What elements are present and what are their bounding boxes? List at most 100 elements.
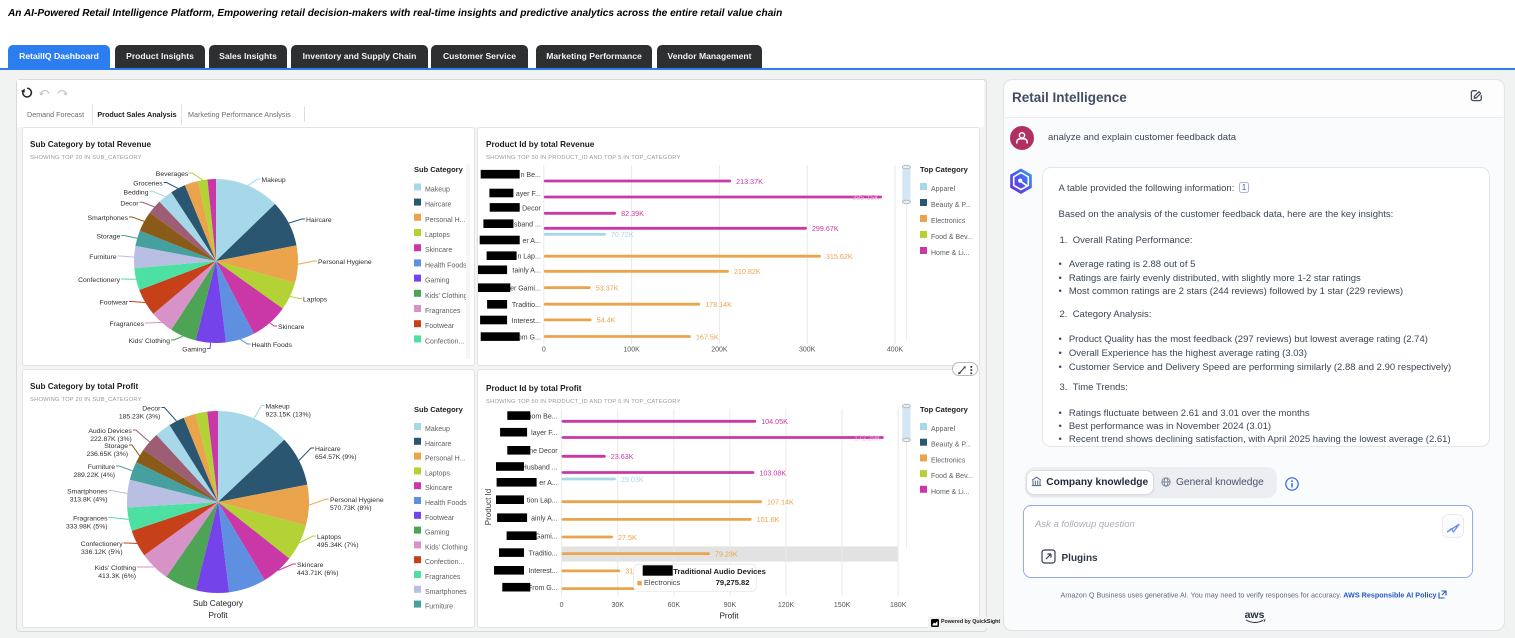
svg-text:210.82K: 210.82K <box>734 267 761 276</box>
svg-text:Sub Category: Sub Category <box>414 405 464 414</box>
svg-text:Apparel: Apparel <box>931 426 956 433</box>
svg-text:Interest...: Interest... <box>528 568 557 575</box>
svg-text:Personal Hygiene: Personal Hygiene <box>318 259 372 266</box>
svg-text:333.98K (5%): 333.98K (5%) <box>66 523 108 530</box>
svg-text:Storage: Storage <box>104 443 128 450</box>
svg-text:Electronics: Electronics <box>644 578 680 587</box>
svg-text:0: 0 <box>560 602 564 609</box>
svg-text:Product Id: Product Id <box>484 489 493 525</box>
svg-text:Gaming: Gaming <box>425 278 450 285</box>
svg-text:315.62K: 315.62K <box>826 252 853 261</box>
svg-text:Beauty & P...: Beauty & P... <box>931 442 971 449</box>
svg-text:400K: 400K <box>887 347 904 354</box>
svg-text:Fragrances: Fragrances <box>425 308 461 315</box>
svg-text:Decor: Decor <box>120 200 139 207</box>
svg-text:Traditional Audio Devices: Traditional Audio Devices <box>673 567 766 576</box>
svg-text:ainly A...: ainly A... <box>531 516 558 523</box>
svg-text:er A...: er A... <box>523 238 541 245</box>
svg-text:Health Foods: Health Foods <box>425 500 467 507</box>
svg-text:Groceries: Groceries <box>133 181 163 188</box>
svg-text:Laptops: Laptops <box>425 232 450 239</box>
svg-text:Electronics: Electronics <box>931 457 966 464</box>
svg-text:178.14K: 178.14K <box>705 300 732 309</box>
svg-text:Product Id by total Profit: Product Id by total Profit <box>486 384 582 393</box>
svg-text:Food & Bev...: Food & Bev... <box>931 473 973 480</box>
svg-text:Smartphones: Smartphones <box>88 215 129 222</box>
svg-text:SHOWING TOP 50 IN PRODUCT_ID A: SHOWING TOP 50 IN PRODUCT_ID AND TOP 5 I… <box>486 155 681 161</box>
svg-text:82.39K: 82.39K <box>621 209 644 218</box>
svg-text:222.87K (3%): 222.87K (3%) <box>90 436 132 443</box>
svg-text:180K: 180K <box>890 602 907 609</box>
svg-text:Home & Li...: Home & Li... <box>931 250 970 257</box>
svg-text:60K: 60K <box>668 602 681 609</box>
svg-text:e Decor: e Decor <box>516 205 541 212</box>
svg-text:Profit: Profit <box>208 611 228 620</box>
svg-text:Food & Bev...: Food & Bev... <box>931 234 973 241</box>
svg-text:n Lap...: n Lap... <box>517 254 540 261</box>
svg-text:Sub Category: Sub Category <box>193 599 244 608</box>
svg-text:n Be...: n Be... <box>521 172 541 179</box>
svg-text:289.22K (4%): 289.22K (4%) <box>73 472 115 479</box>
svg-text:Haircare: Haircare <box>425 441 452 448</box>
svg-text:Fragrances: Fragrances <box>425 574 461 581</box>
svg-text:185.23K (3%): 185.23K (3%) <box>119 413 161 420</box>
svg-text:SHOWING TOP 20 IN SUB_CATEGORY: SHOWING TOP 20 IN SUB_CATEGORY <box>30 155 142 161</box>
svg-text:443.71K (6%): 443.71K (6%) <box>297 570 339 577</box>
svg-text:Personal H...: Personal H... <box>425 217 466 224</box>
svg-text:Kids' Clothing: Kids' Clothing <box>129 338 171 345</box>
svg-text:er Gami...: er Gami... <box>510 286 541 293</box>
svg-text:495.34K (7%): 495.34K (7%) <box>317 542 359 549</box>
svg-text:Interest...: Interest... <box>512 318 541 325</box>
svg-text:Smartphones: Smartphones <box>425 589 467 596</box>
svg-text:Sub Category by total Revenue: Sub Category by total Revenue <box>30 140 151 149</box>
svg-text:413.3K (6%): 413.3K (6%) <box>98 573 136 580</box>
svg-text:Personal Hygiene: Personal Hygiene <box>330 497 384 504</box>
svg-text:104.05K: 104.05K <box>761 417 788 426</box>
svg-text:er A...: er A... <box>539 480 557 487</box>
svg-text:23.63K: 23.63K <box>611 452 634 461</box>
svg-text:Profit: Profit <box>719 612 739 621</box>
svg-text:Gami...: Gami... <box>535 534 558 541</box>
svg-text:Furniture: Furniture <box>425 604 453 611</box>
svg-text:Furniture: Furniture <box>89 254 116 261</box>
svg-text:Laptops: Laptops <box>317 534 342 541</box>
svg-text:79.28K: 79.28K <box>715 549 738 558</box>
svg-text:100K: 100K <box>623 347 640 354</box>
svg-text:172.29K: 172.29K <box>854 433 881 442</box>
svg-text:120K: 120K <box>778 602 795 609</box>
svg-text:Storage: Storage <box>96 234 120 241</box>
svg-text:167.5K: 167.5K <box>696 332 719 341</box>
svg-text:Top Category: Top Category <box>920 405 969 414</box>
svg-text:Kids' Clothing: Kids' Clothing <box>95 565 137 572</box>
svg-text:Kids' Clothing: Kids' Clothing <box>425 544 468 551</box>
svg-text:Laptops: Laptops <box>425 470 450 477</box>
svg-text:Makeup: Makeup <box>425 426 450 433</box>
svg-text:Health Foods: Health Foods <box>425 262 467 269</box>
svg-text:Product Id by total Revenue: Product Id by total Revenue <box>486 140 595 149</box>
svg-text:30K: 30K <box>611 602 624 609</box>
svg-text:Traditio...: Traditio... <box>529 551 558 558</box>
svg-text:Furniture: Furniture <box>88 464 115 471</box>
svg-text:Fragrances: Fragrances <box>110 321 145 328</box>
svg-text:0: 0 <box>542 347 546 354</box>
svg-text:tion Lap...: tion Lap... <box>527 498 558 505</box>
svg-text:79,275.82: 79,275.82 <box>716 578 750 587</box>
svg-text:Electronics: Electronics <box>931 218 966 225</box>
svg-text:103.08K: 103.08K <box>759 468 786 477</box>
svg-text:90K: 90K <box>724 602 737 609</box>
svg-text:layer F...: layer F... <box>531 430 558 437</box>
svg-text:Audio Devices: Audio Devices <box>88 428 132 435</box>
svg-text:70.72K: 70.72K <box>611 230 634 239</box>
svg-text:Fragrances: Fragrances <box>73 516 108 523</box>
svg-text:570.73K (8%): 570.73K (8%) <box>330 505 372 512</box>
svg-text:299.67K: 299.67K <box>812 224 839 233</box>
svg-text:om G...: om G... <box>518 335 541 342</box>
svg-text:Kids' Clothing: Kids' Clothing <box>425 293 468 300</box>
svg-text:336.12K (5%): 336.12K (5%) <box>81 549 123 556</box>
svg-text:Traditio...: Traditio... <box>512 302 541 309</box>
svg-text:Gaming: Gaming <box>425 530 450 537</box>
svg-text:53.37K: 53.37K <box>596 283 619 292</box>
svg-text:Makeup: Makeup <box>262 177 286 184</box>
svg-text:29.03K: 29.03K <box>621 475 644 484</box>
svg-text:Personal H...: Personal H... <box>425 456 466 463</box>
